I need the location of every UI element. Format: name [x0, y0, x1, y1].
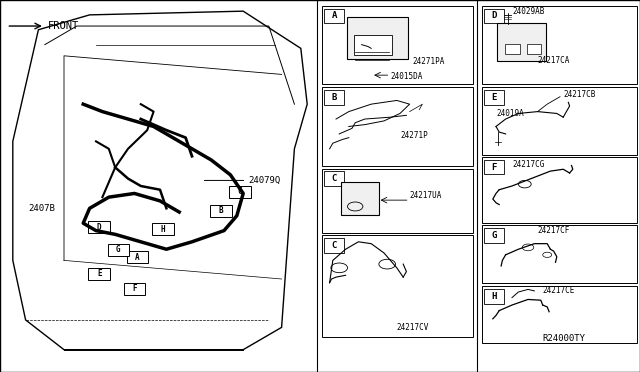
Text: A: A [135, 253, 140, 262]
Text: R24000TY: R24000TY [543, 334, 586, 343]
FancyBboxPatch shape [322, 169, 473, 233]
FancyBboxPatch shape [322, 87, 473, 166]
FancyBboxPatch shape [347, 17, 408, 59]
Text: C: C [237, 187, 243, 196]
FancyBboxPatch shape [482, 6, 637, 84]
Text: A: A [332, 12, 337, 20]
FancyBboxPatch shape [484, 289, 504, 304]
Text: H: H [161, 225, 166, 234]
FancyBboxPatch shape [482, 157, 637, 223]
FancyBboxPatch shape [152, 223, 174, 235]
Text: 24079Q: 24079Q [248, 176, 280, 185]
Text: 24019A: 24019A [496, 109, 524, 118]
Text: 24217CF: 24217CF [538, 226, 570, 235]
Text: 24271P: 24271P [400, 131, 428, 140]
Text: 24217CA: 24217CA [538, 56, 570, 65]
FancyBboxPatch shape [324, 171, 344, 186]
FancyBboxPatch shape [484, 9, 504, 23]
Text: E: E [97, 269, 102, 278]
Text: FRONT: FRONT [48, 21, 79, 31]
FancyBboxPatch shape [210, 205, 232, 217]
FancyBboxPatch shape [354, 35, 392, 55]
FancyBboxPatch shape [341, 182, 379, 215]
Text: 2407B: 2407B [29, 204, 56, 213]
Text: E: E [492, 93, 497, 102]
FancyBboxPatch shape [322, 235, 473, 337]
FancyBboxPatch shape [127, 251, 148, 263]
Text: F: F [132, 284, 137, 293]
FancyBboxPatch shape [88, 268, 110, 280]
FancyBboxPatch shape [88, 221, 110, 233]
Text: 24217UA: 24217UA [410, 191, 442, 200]
Text: 24029AB: 24029AB [512, 7, 545, 16]
FancyBboxPatch shape [505, 44, 520, 54]
FancyBboxPatch shape [108, 244, 129, 256]
FancyBboxPatch shape [484, 160, 504, 174]
Text: G: G [492, 231, 497, 240]
FancyBboxPatch shape [482, 286, 637, 343]
FancyBboxPatch shape [324, 238, 344, 253]
Text: B: B [218, 206, 223, 215]
Text: G: G [116, 245, 121, 254]
FancyBboxPatch shape [497, 23, 546, 61]
FancyBboxPatch shape [229, 186, 251, 198]
FancyBboxPatch shape [482, 225, 637, 283]
FancyBboxPatch shape [482, 87, 637, 155]
Text: 24217CG: 24217CG [512, 160, 545, 169]
Text: C: C [332, 174, 337, 183]
FancyBboxPatch shape [124, 283, 145, 295]
Text: C: C [332, 241, 337, 250]
Text: 24015DA: 24015DA [390, 72, 423, 81]
Text: F: F [492, 163, 497, 171]
FancyBboxPatch shape [484, 228, 504, 243]
FancyBboxPatch shape [324, 9, 344, 23]
FancyBboxPatch shape [322, 6, 473, 84]
Text: H: H [492, 292, 497, 301]
Text: D: D [492, 12, 497, 20]
Text: 24217CE: 24217CE [543, 286, 575, 295]
Text: D: D [97, 223, 102, 232]
Text: 24217CV: 24217CV [397, 323, 429, 332]
Text: B: B [332, 93, 337, 102]
Text: 24271PA: 24271PA [413, 57, 445, 66]
FancyBboxPatch shape [324, 90, 344, 105]
FancyBboxPatch shape [484, 90, 504, 105]
FancyBboxPatch shape [527, 44, 541, 54]
Text: 24217CB: 24217CB [563, 90, 596, 99]
